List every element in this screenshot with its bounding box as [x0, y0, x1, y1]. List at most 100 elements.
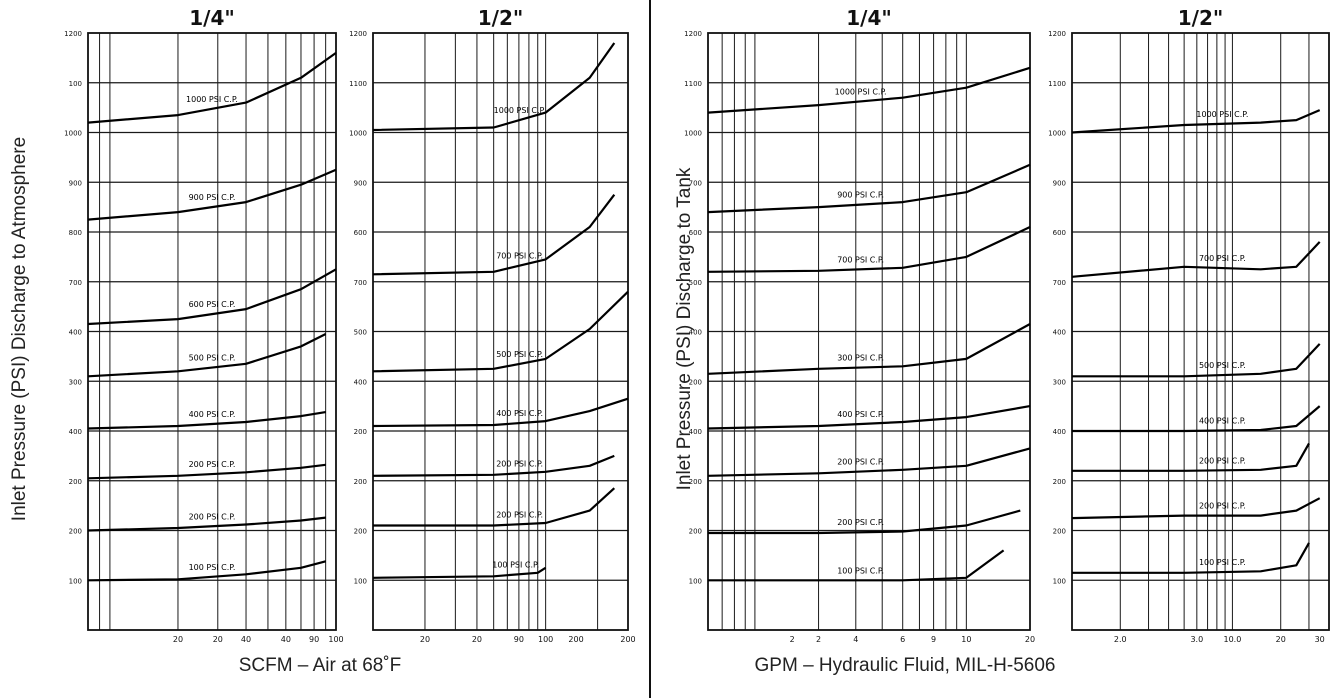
series-line	[87, 463, 326, 480]
y-tick-label: 400	[1053, 329, 1066, 337]
y-tick-label: 500	[354, 329, 367, 337]
series-line	[87, 411, 326, 430]
y-tick-label: 1100	[349, 80, 367, 88]
series-line	[87, 168, 337, 221]
y-tick-label: 900	[354, 179, 367, 187]
y-tick-label: 200	[689, 478, 702, 486]
y-tick-label: 100	[354, 577, 367, 585]
y-tick-label: 700	[69, 279, 82, 287]
chart-panel-1: 1/4" 100 200 200 400 300 400 700 800 900 1000 100 12…	[64, 6, 343, 644]
x-tick-label: 2	[816, 635, 821, 644]
series-label: 100 PSI C.P.	[1199, 558, 1246, 567]
series-line	[707, 163, 1031, 214]
series-label: 200 PSI C.P.	[189, 460, 236, 469]
series-label: 200 PSI C.P.	[837, 458, 884, 467]
y-tick-label: 100	[1053, 577, 1066, 585]
series-line	[708, 509, 1021, 535]
y-tick-label: 1200	[64, 30, 82, 38]
series-label: 700 PSI C.P.	[837, 255, 884, 264]
series-line	[1072, 542, 1310, 574]
y-tick-label: 200	[689, 528, 702, 536]
series-line	[87, 52, 337, 124]
series-line	[372, 454, 615, 477]
y-tick-label: 900	[1053, 179, 1066, 187]
series-label: 500 PSI C.P.	[496, 350, 543, 359]
y-tick-label: 200	[69, 478, 82, 486]
y-tick-label: 400	[689, 428, 702, 436]
series-label: 100 PSI C.P.	[189, 563, 236, 572]
x-tick-label: 10.0	[1224, 635, 1242, 644]
x-tick-label: 2.0	[1114, 635, 1127, 644]
y-tick-label: 1200	[684, 30, 702, 38]
series-line	[1072, 442, 1310, 472]
series-line	[372, 397, 629, 428]
chart-title: 1/2"	[1178, 6, 1224, 30]
series-line	[87, 516, 326, 532]
y-tick-label: 400	[1053, 428, 1066, 436]
y-tick-label: 200	[1053, 478, 1066, 486]
series-line	[707, 66, 1031, 114]
right-y-axis-label: Inlet Pressure (PSI) Discharge to Tank	[674, 167, 695, 491]
y-tick-label: 600	[689, 229, 702, 237]
y-tick-label: 400	[69, 428, 82, 436]
series-label: 700 PSI C.P.	[496, 252, 543, 261]
series-label: 400 PSI C.P.	[1199, 417, 1246, 426]
series-line	[87, 560, 326, 582]
y-tick-label: 1100	[684, 80, 702, 88]
y-tick-label: 200	[69, 528, 82, 536]
series-label: 400 PSI C.P.	[189, 410, 236, 419]
y-tick-label: 400	[354, 378, 367, 386]
x-tick-label: 200	[620, 635, 635, 644]
chart-title: 1/4"	[189, 6, 235, 30]
x-tick-label: 3.0	[1190, 635, 1203, 644]
chart-title: 1/4"	[846, 6, 892, 30]
left-y-axis-label: Inlet Pressure (PSI) Discharge to Atmosp…	[9, 136, 30, 522]
x-tick-label: 100	[538, 635, 553, 644]
series-label: 200 PSI C.P.	[189, 512, 236, 521]
y-tick-label: 1000	[1048, 130, 1066, 138]
plot-frame	[707, 32, 1031, 631]
series-line	[707, 405, 1031, 430]
y-tick-label: 200	[1053, 528, 1066, 536]
series-label: 900 PSI C.P.	[189, 193, 236, 202]
x-tick-label: 90	[514, 635, 524, 644]
y-tick-label: 100	[689, 577, 702, 585]
y-tick-label: 200	[354, 528, 367, 536]
series-label: 300 PSI C.P.	[837, 354, 884, 363]
series-label: 900 PSI C.P.	[837, 191, 884, 200]
chart-panel-4: 1/2" 100 200 200 400 300 400 700 600 900 1000 1100 1…	[1048, 6, 1330, 644]
y-tick-label: 1200	[1048, 30, 1066, 38]
series-line	[707, 323, 1031, 375]
x-tick-label: 90	[309, 635, 319, 644]
x-tick-label: 2	[790, 635, 795, 644]
series-label: 200 PSI C.P.	[837, 518, 884, 527]
x-tick-label: 200	[568, 635, 583, 644]
x-tick-label: 10	[961, 635, 971, 644]
x-tick-label: 20	[420, 635, 430, 644]
x-tick-label: 20	[213, 635, 223, 644]
series-line	[1071, 241, 1321, 278]
y-tick-label: 300	[69, 378, 82, 386]
x-tick-label: 6	[900, 635, 905, 644]
y-tick-label: 800	[69, 229, 82, 237]
series-label: 1000 PSI C.P.	[835, 87, 887, 96]
y-tick-label: 1100	[1048, 80, 1066, 88]
series-line	[1071, 109, 1321, 134]
panel-divider	[649, 0, 651, 698]
series-label: 500 PSI C.P.	[1199, 361, 1246, 370]
x-tick-label: 40	[281, 635, 291, 644]
y-tick-label: 600	[1053, 229, 1066, 237]
series-line	[708, 549, 1005, 582]
x-tick-label: 40	[241, 635, 251, 644]
y-tick-label: 100	[69, 80, 82, 88]
series-label: 200 PSI C.P.	[1199, 456, 1246, 465]
plot-frame	[372, 32, 629, 631]
y-tick-label: 1000	[64, 130, 82, 138]
y-tick-label: 700	[1053, 279, 1066, 287]
series-line	[707, 226, 1031, 273]
y-tick-label: 200	[354, 478, 367, 486]
x-tick-label: 4	[853, 635, 858, 644]
series-line	[372, 194, 616, 276]
series-line	[87, 268, 337, 326]
series-line	[372, 566, 547, 579]
